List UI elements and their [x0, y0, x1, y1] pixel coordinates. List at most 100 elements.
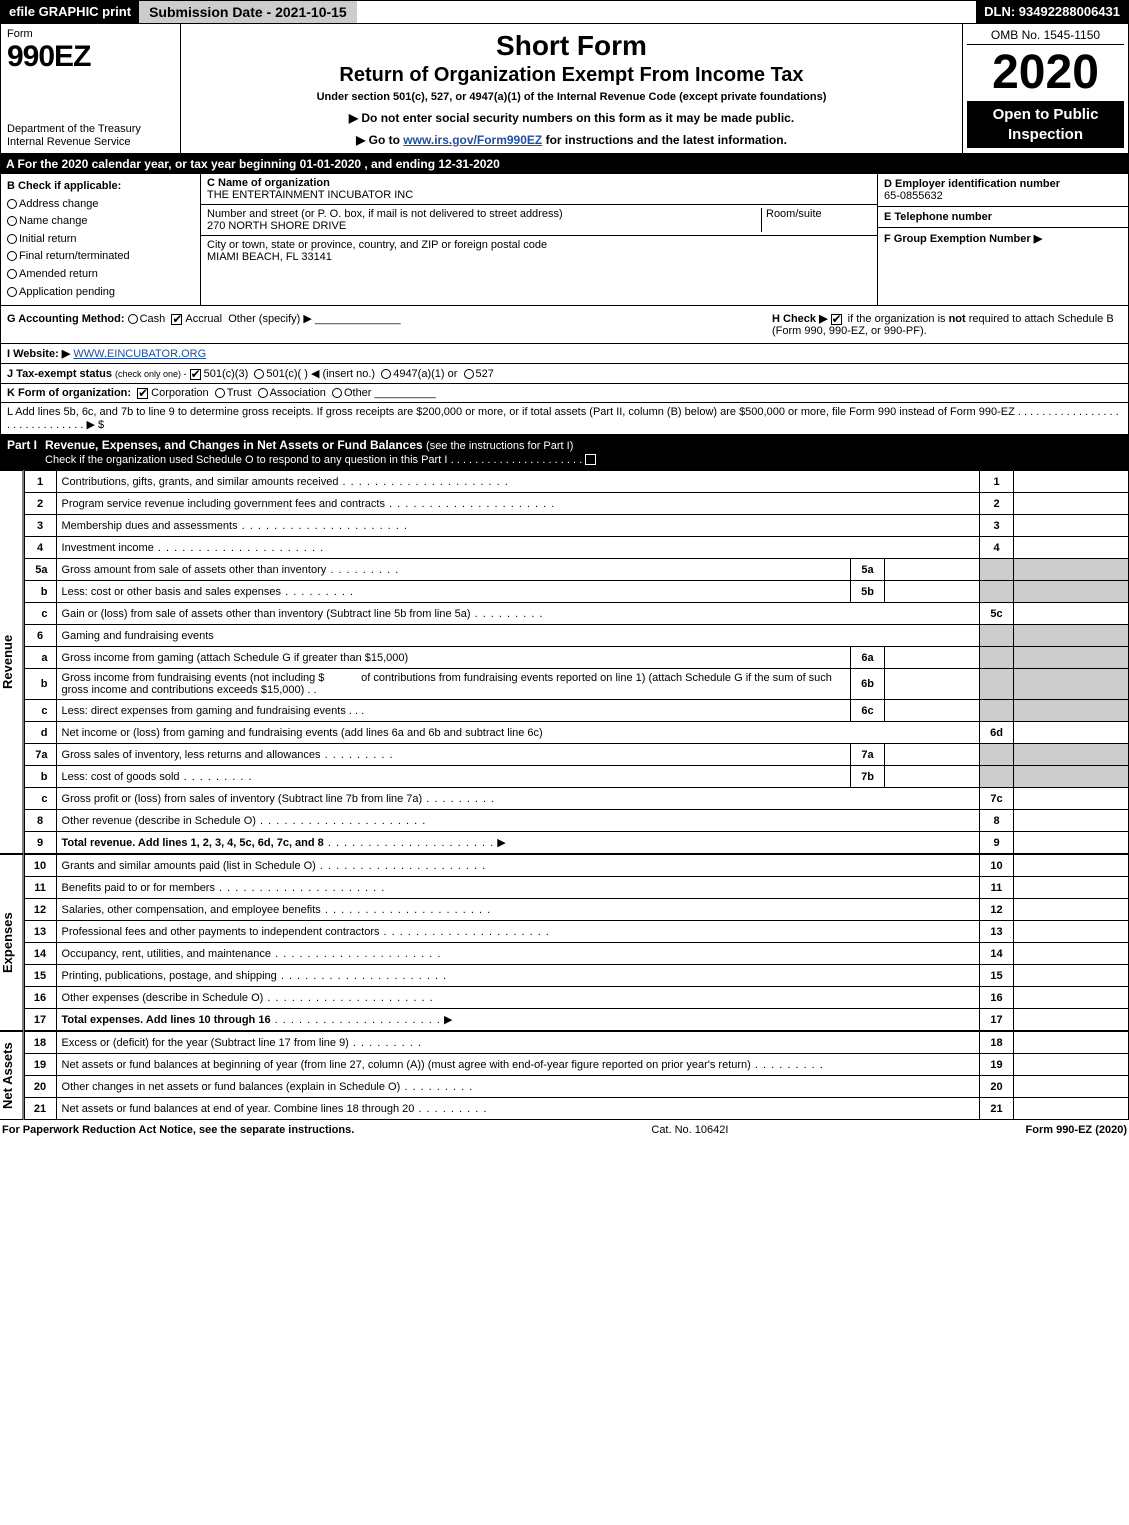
line-7b: bLess: cost of goods sold7b: [24, 766, 1128, 788]
k-assoc-radio[interactable]: [258, 388, 268, 398]
line-8: 8Other revenue (describe in Schedule O)8: [24, 810, 1128, 832]
line-13: 13Professional fees and other payments t…: [24, 921, 1128, 943]
footer-left: For Paperwork Reduction Act Notice, see …: [2, 1124, 354, 1136]
short-form-title: Short Form: [191, 30, 952, 62]
street-label: Number and street (or P. O. box, if mail…: [207, 208, 563, 220]
cash-radio[interactable]: [128, 314, 138, 324]
form-number: 990EZ: [7, 40, 174, 74]
j-4947: 4947(a)(1) or: [393, 368, 457, 380]
row-h: H Check ▶ if the organization is not req…: [772, 312, 1122, 337]
page-footer: For Paperwork Reduction Act Notice, see …: [0, 1120, 1129, 1140]
j-501c: 501(c)( ) ◀ (insert no.): [266, 368, 375, 380]
net-assets-sidelabel: Net Assets: [0, 1031, 24, 1120]
form-header: Form 990EZ Department of the Treasury In…: [0, 24, 1129, 154]
part-i-checkbox[interactable]: [585, 454, 596, 465]
header-center: Short Form Return of Organization Exempt…: [181, 24, 963, 153]
check-name-change[interactable]: Name change: [7, 213, 194, 231]
room-suite: Room/suite: [761, 208, 871, 232]
irs-link[interactable]: www.irs.gov/Form990EZ: [403, 133, 542, 147]
expenses-section: Expenses 10Grants and similar amounts pa…: [0, 854, 1129, 1031]
j-sub: (check only one) -: [115, 369, 187, 379]
line-17: 17Total expenses. Add lines 10 through 1…: [24, 1009, 1128, 1031]
dept-line2: Internal Revenue Service: [7, 136, 174, 149]
row-j: J Tax-exempt status (check only one) - 5…: [0, 364, 1129, 384]
instr2-post: for instructions and the latest informat…: [542, 133, 787, 147]
k-assoc: Association: [270, 387, 326, 399]
form-label: Form: [7, 28, 174, 40]
expenses-table: 10Grants and similar amounts paid (list …: [24, 854, 1129, 1031]
dln-text: DLN: 93492288006431: [984, 4, 1120, 19]
row-a: A For the 2020 calendar year, or tax yea…: [0, 154, 1129, 174]
e-row: E Telephone number: [878, 207, 1128, 228]
line-6c: cLess: direct expenses from gaming and f…: [24, 700, 1128, 722]
j-527-radio[interactable]: [464, 369, 474, 379]
row-i: I Website: ▶ WWW.EINCUBATOR.ORG: [0, 344, 1129, 364]
e-label: E Telephone number: [884, 211, 992, 223]
room-label: Room/suite: [766, 208, 822, 220]
instruction-1: ▶ Do not enter social security numbers o…: [191, 111, 952, 125]
check-address-change[interactable]: Address change: [7, 196, 194, 214]
check-application-pending[interactable]: Application pending: [7, 284, 194, 302]
k-other: Other: [344, 387, 372, 399]
k-trust-radio[interactable]: [215, 388, 225, 398]
line-6: 6Gaming and fundraising events: [24, 625, 1128, 647]
k-corp-checkbox[interactable]: [137, 388, 148, 399]
j-501c3: 501(c)(3): [204, 368, 249, 380]
header-left: Form 990EZ Department of the Treasury In…: [1, 24, 181, 153]
tax-year: 2020: [967, 49, 1124, 97]
c-name-row: C Name of organization THE ENTERTAINMENT…: [201, 174, 877, 205]
check-amended-return[interactable]: Amended return: [7, 266, 194, 284]
line-9: 9Total revenue. Add lines 1, 2, 3, 4, 5c…: [24, 832, 1128, 854]
g-label: G Accounting Method:: [7, 313, 125, 325]
k-trust: Trust: [227, 387, 252, 399]
k-other-radio[interactable]: [332, 388, 342, 398]
website-link[interactable]: WWW.EINCUBATOR.ORG: [73, 348, 206, 360]
efile-text: efile GRAPHIC print: [9, 4, 131, 19]
other-label: Other (specify) ▶: [228, 313, 312, 325]
c-street-row: Number and street (or P. O. box, if mail…: [201, 205, 877, 236]
f-label: F Group Exemption Number ▶: [884, 233, 1042, 245]
j-4947-radio[interactable]: [381, 369, 391, 379]
j-501c3-checkbox[interactable]: [190, 369, 201, 380]
k-corp: Corporation: [151, 387, 208, 399]
check-final-return[interactable]: Final return/terminated: [7, 248, 194, 266]
net-assets-table: 18Excess or (deficit) for the year (Subt…: [24, 1031, 1129, 1120]
line-18: 18Excess or (deficit) for the year (Subt…: [24, 1032, 1128, 1054]
part-i-title: Revenue, Expenses, and Changes in Net As…: [45, 438, 1122, 466]
accrual-checkbox[interactable]: [171, 314, 182, 325]
line-21: 21Net assets or fund balances at end of …: [24, 1098, 1128, 1120]
header-right: OMB No. 1545-1150 2020 Open to Public In…: [963, 24, 1128, 153]
revenue-table: 1Contributions, gifts, grants, and simil…: [24, 470, 1129, 854]
subtitle: Under section 501(c), 527, or 4947(a)(1)…: [191, 91, 952, 103]
j-501c-radio[interactable]: [254, 369, 264, 379]
h-label: H Check ▶: [772, 313, 828, 325]
line-15: 15Printing, publications, postage, and s…: [24, 965, 1128, 987]
org-name: THE ENTERTAINMENT INCUBATOR INC: [207, 189, 413, 201]
row-gh: G Accounting Method: Cash Accrual Other …: [0, 306, 1129, 344]
k-label: K Form of organization:: [7, 387, 131, 399]
line-5a: 5aGross amount from sale of assets other…: [24, 559, 1128, 581]
main-title: Return of Organization Exempt From Incom…: [191, 64, 952, 87]
h-text2: if the organization is: [848, 313, 949, 325]
h-not: not: [949, 313, 966, 325]
line-12: 12Salaries, other compensation, and empl…: [24, 899, 1128, 921]
topbar-spacer: [357, 1, 976, 23]
instr2-pre: ▶ Go to: [356, 133, 403, 147]
line-6d: dNet income or (loss) from gaming and fu…: [24, 722, 1128, 744]
j-527: 527: [476, 368, 494, 380]
line-4: 4Investment income4: [24, 537, 1128, 559]
h-checkbox[interactable]: [831, 314, 842, 325]
column-b: B Check if applicable: Address change Na…: [1, 174, 201, 305]
line-5b: bLess: cost or other basis and sales exp…: [24, 581, 1128, 603]
d-row: D Employer identification number 65-0855…: [878, 174, 1128, 207]
revenue-section: Revenue 1Contributions, gifts, grants, a…: [0, 470, 1129, 854]
line-6a: aGross income from gaming (attach Schedu…: [24, 647, 1128, 669]
omb-number: OMB No. 1545-1150: [967, 28, 1124, 45]
cash-label: Cash: [140, 313, 166, 325]
city-value: MIAMI BEACH, FL 33141: [207, 251, 332, 263]
line-1: 1Contributions, gifts, grants, and simil…: [24, 471, 1128, 493]
section-bcdef: B Check if applicable: Address change Na…: [0, 174, 1129, 306]
instruction-2: ▶ Go to www.irs.gov/Form990EZ for instru…: [191, 133, 952, 147]
check-initial-return[interactable]: Initial return: [7, 231, 194, 249]
c-label: C Name of organization: [207, 177, 330, 189]
